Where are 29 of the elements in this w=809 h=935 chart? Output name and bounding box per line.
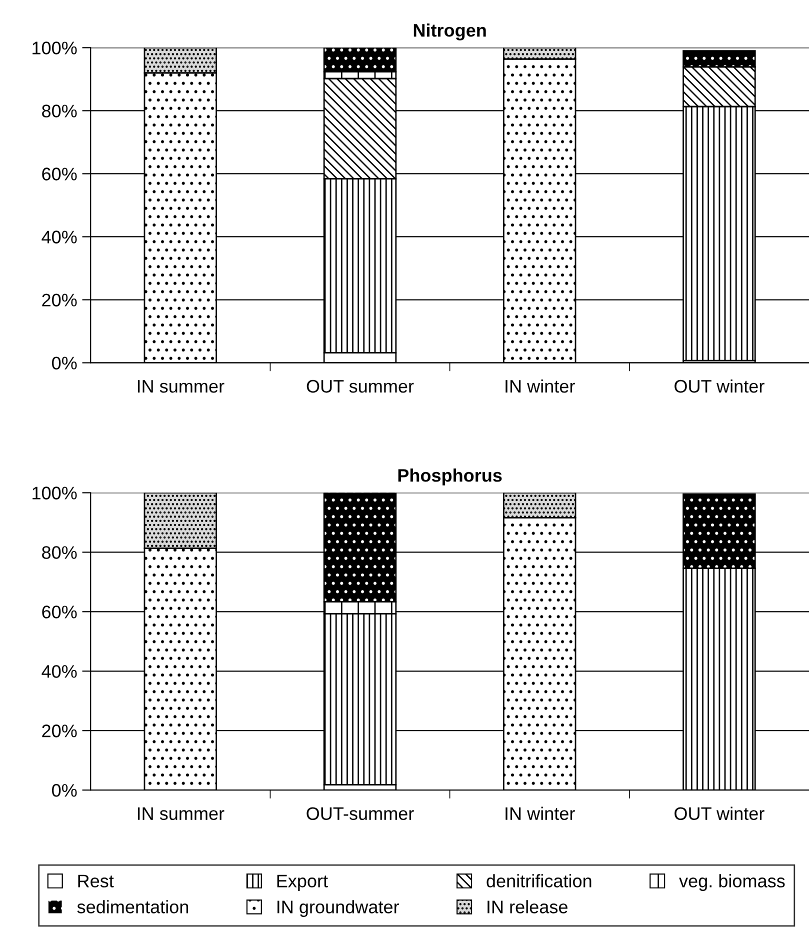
legend-label: IN release — [488, 900, 568, 914]
y-tick-label: 100% — [32, 486, 77, 500]
y-tick-label: 40% — [42, 230, 77, 244]
y-tick-label: 80% — [42, 104, 77, 118]
legend-label: IN groundwater — [278, 900, 400, 917]
y-tick-label: 0% — [52, 784, 77, 797]
chart-title: Nitrogen — [414, 23, 486, 40]
legend-label: veg. biomass — [679, 874, 785, 891]
y-tick-label: 60% — [42, 606, 77, 618]
x-tick-label: IN winter — [506, 806, 575, 820]
y-tick-label: 0% — [52, 356, 77, 370]
chart-title: Phosphorus — [398, 468, 502, 486]
y-tick-label: 60% — [42, 168, 77, 180]
x-tick-label: OUT-summer — [306, 807, 414, 820]
y-tick-label: 20% — [42, 294, 77, 306]
y-tick-label: 40% — [42, 665, 77, 678]
x-tick-label: OUT summer — [306, 380, 414, 393]
legend-label: sedimentation — [77, 900, 188, 914]
x-tick-label: IN summer — [138, 807, 224, 820]
x-tick-label: IN summer — [138, 380, 224, 393]
legend-label: denitrification — [486, 874, 592, 888]
y-tick-label: 100% — [32, 42, 77, 54]
x-tick-label: OUT winter — [674, 806, 764, 820]
x-tick-label: IN winter — [506, 379, 575, 393]
y-tick-label: 20% — [42, 724, 77, 738]
x-tick-label: OUT winter — [674, 379, 764, 393]
legend-label: Rest — [78, 874, 114, 888]
legend-label: Export — [277, 874, 328, 891]
y-tick-label: 80% — [42, 546, 77, 559]
